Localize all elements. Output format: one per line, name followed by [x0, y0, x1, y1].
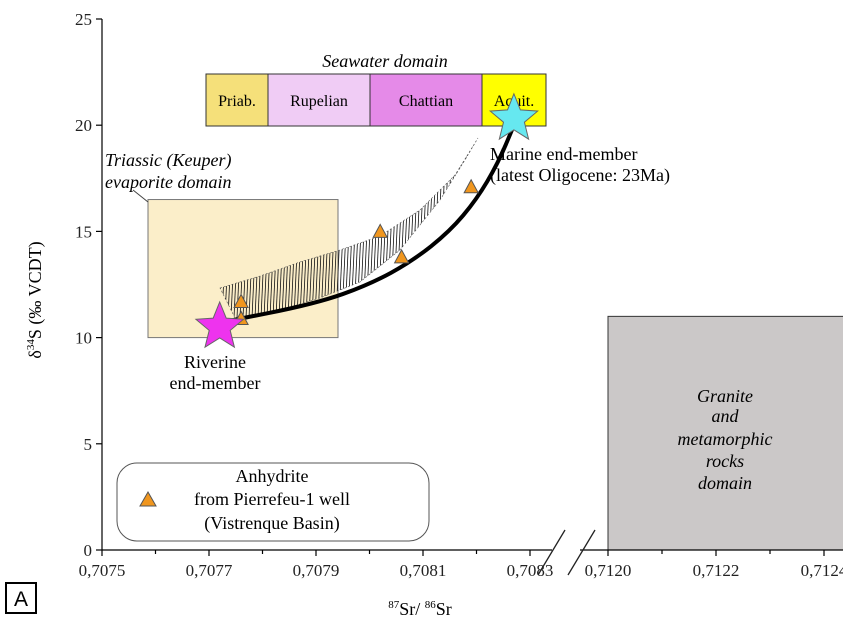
hatch-line: [338, 120, 348, 340]
x-label-sup2: 86: [425, 599, 437, 611]
hatch-line: [464, 120, 474, 340]
granite-line5: domain: [698, 473, 752, 493]
hatch-line: [479, 120, 489, 340]
anhydrite-point: [395, 250, 409, 263]
hatch-line: [401, 120, 411, 340]
x-tick-label-right: 0,7122: [693, 561, 740, 580]
hatch-line: [467, 120, 477, 340]
x-tick-label-left: 0,7083: [507, 561, 554, 580]
seawater-age-boxes: Priab.RupelianChattianAquit.: [206, 74, 546, 126]
hatch-line: [359, 120, 369, 340]
hatch-line: [410, 120, 420, 340]
anhydrite-point: [373, 224, 387, 237]
riverine-label-line2: end-member: [170, 373, 261, 393]
hatch-line: [353, 120, 363, 340]
triassic-title-line1: Triassic (Keuper): [105, 150, 232, 171]
hatch-line: [437, 120, 447, 340]
hatch-line: [344, 120, 354, 340]
x-tick-label-left: 0,7075: [79, 561, 126, 580]
x-label-base1: Sr/: [399, 599, 425, 619]
granite-line1: Granite: [697, 386, 753, 406]
x-tick-label-left: 0,7079: [293, 561, 340, 580]
anhydrite-point: [464, 180, 478, 193]
hatch-line: [473, 120, 483, 340]
y-label-sup: 34: [25, 339, 37, 351]
triassic-title-line2: evaporite domain: [105, 172, 231, 192]
hatch-line: [419, 120, 429, 340]
hatch-line: [341, 120, 351, 340]
hatch-line: [347, 120, 357, 340]
hatch-line: [368, 120, 378, 340]
seawater-age-label-0: Priab.: [218, 93, 256, 110]
hatch-line: [461, 120, 471, 340]
hatch-line: [452, 120, 462, 340]
riverine-label-line1: Riverine: [184, 352, 246, 372]
legend-line3: (Vistrenque Basin): [204, 513, 339, 534]
hatch-line: [416, 120, 426, 340]
seawater-title: Seawater domain: [322, 51, 448, 71]
y-tick-label: 20: [75, 116, 92, 135]
x-tick-label-left: 0,7081: [400, 561, 447, 580]
y-axis-label: δ34S (‰ VCDT): [25, 241, 46, 358]
y-tick-label: 0: [84, 541, 93, 560]
legend-line2: from Pierrefeu-1 well: [194, 489, 350, 509]
x-label-sup1: 87: [388, 599, 400, 611]
hatch-line: [398, 120, 408, 340]
hatch-line: [362, 120, 372, 340]
hatch-line: [389, 120, 399, 340]
y-tick-label: 25: [75, 10, 92, 29]
x-axis-label: 87Sr/ 86Sr: [388, 599, 452, 619]
y-label-post: S (‰ VCDT): [25, 241, 46, 339]
hatch-line: [428, 120, 438, 340]
x-tick-label-right: 0,7120: [585, 561, 632, 580]
y-tick-label: 5: [84, 435, 93, 454]
legend-line1: Anhydrite: [236, 466, 309, 486]
hatch-line: [407, 120, 417, 340]
granite-line2: and: [712, 406, 740, 426]
hatch-line: [470, 120, 480, 340]
marine-label-line1: Marine end-member: [490, 144, 637, 164]
hatch-line: [395, 120, 405, 340]
seawater-age-label-1: Rupelian: [290, 93, 348, 110]
hatch-line: [392, 120, 402, 340]
hatch-line: [476, 120, 486, 340]
y-tick-label: 10: [75, 329, 92, 348]
hatch-line: [455, 120, 465, 340]
granite-line4: rocks: [706, 451, 744, 471]
panel-label: A: [14, 588, 28, 611]
hatch-line: [404, 120, 414, 340]
marine-label-line2: (latest Oligocene: 23Ma): [490, 165, 670, 186]
granite-line3: metamorphic: [678, 429, 773, 449]
hatch-line: [350, 120, 360, 340]
y-tick-label: 15: [75, 222, 92, 241]
hatch-line: [431, 120, 441, 340]
x-tick-label-right: 0,7124: [801, 561, 843, 580]
hatch-line: [422, 120, 432, 340]
hatch-line: [383, 120, 393, 340]
hatch-line: [356, 120, 366, 340]
hatch-line: [386, 120, 396, 340]
hatch-line: [434, 120, 444, 340]
y-label-pre: δ: [25, 350, 45, 358]
hatch-line: [365, 120, 375, 340]
hatch-line: [458, 120, 468, 340]
seawater-age-label-2: Chattian: [399, 93, 453, 110]
hatch-line: [425, 120, 435, 340]
x-tick-label-left: 0,7077: [186, 561, 233, 580]
x-label-base2: Sr: [436, 599, 452, 619]
hatch-line: [413, 120, 423, 340]
